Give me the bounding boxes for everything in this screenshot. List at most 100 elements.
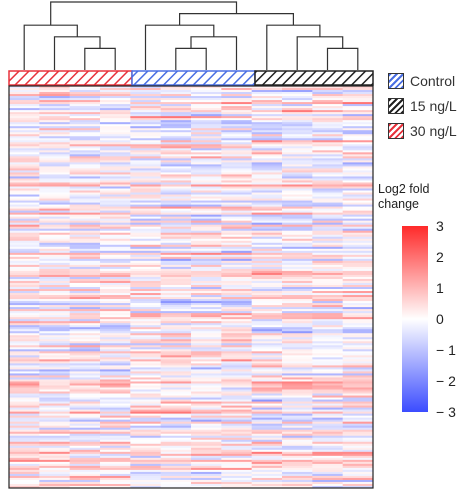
heatmap-cell	[251, 266, 283, 270]
heatmap-cell	[9, 214, 40, 217]
heatmap-cell	[160, 90, 192, 93]
heatmap-cell	[191, 455, 222, 459]
heatmap-cell	[221, 475, 252, 479]
heatmap-cell	[39, 128, 70, 131]
heatmap-cell	[130, 319, 161, 322]
heatmap-cell	[69, 385, 101, 388]
heatmap-cell	[160, 441, 192, 445]
heatmap-cell	[39, 252, 70, 256]
heatmap-cell	[191, 343, 222, 346]
heatmap-cell	[251, 252, 283, 256]
heatmap-cell	[191, 178, 222, 181]
heatmap-cell	[9, 272, 40, 276]
heatmap-cell	[282, 447, 313, 451]
heatmap-cell	[251, 264, 283, 268]
heatmap-cell	[342, 88, 374, 91]
heatmap-cell	[69, 174, 101, 177]
heatmap-cell	[160, 198, 192, 201]
heatmap-cell	[251, 248, 283, 252]
heatmap-cell	[130, 311, 161, 314]
heatmap-cell	[100, 214, 131, 217]
heatmap-cell	[312, 124, 343, 127]
heatmap-cell	[69, 289, 101, 292]
heatmap-cell	[39, 457, 70, 461]
heatmap-cell	[69, 172, 101, 175]
heatmap-cell	[191, 423, 222, 426]
heatmap-cell	[69, 272, 101, 276]
heatmap-cell	[69, 156, 101, 159]
heatmap-cell	[39, 401, 70, 404]
heatmap-cell	[221, 266, 252, 270]
heatmap-cell	[160, 252, 192, 256]
heatmap-cell	[69, 463, 101, 467]
heatmap-cell	[282, 341, 313, 344]
heatmap-cell	[160, 295, 192, 298]
heatmap-cell	[39, 246, 70, 250]
heatmap-cell	[9, 287, 40, 290]
heatmap-cell	[69, 447, 101, 451]
heatmap-cell	[9, 367, 40, 370]
heatmap-cell	[282, 156, 313, 159]
heatmap-cell	[39, 188, 70, 191]
heatmap-cell	[69, 315, 101, 318]
heatmap-cell	[39, 176, 70, 179]
heatmap-cell	[312, 150, 343, 153]
heatmap-cell	[221, 477, 252, 481]
heatmap-cell	[342, 341, 374, 344]
heatmap-cell	[69, 407, 101, 410]
heatmap-cell	[221, 134, 252, 137]
heatmap-cell	[251, 437, 283, 441]
heatmap-cell	[100, 262, 131, 266]
heatmap-cell	[342, 475, 374, 479]
heatmap-cell	[100, 333, 131, 336]
heatmap-cell	[130, 136, 161, 139]
heatmap-cell	[251, 445, 283, 449]
heatmap-cell	[130, 315, 161, 318]
heatmap-cell	[191, 284, 222, 288]
heatmap-cell	[251, 244, 283, 248]
heatmap-cell	[221, 293, 252, 296]
heatmap-cell	[39, 431, 70, 435]
heatmap-cell	[342, 335, 374, 338]
heatmap-cell	[191, 475, 222, 479]
heatmap-cell	[282, 439, 313, 443]
heatmap-cell	[312, 445, 343, 449]
heatmap-cell	[69, 319, 101, 322]
heatmap-cell	[69, 411, 101, 414]
heatmap-cell	[312, 381, 343, 384]
heatmap-cell	[160, 238, 192, 242]
heatmap-cell	[9, 435, 40, 439]
heatmap-cell	[342, 90, 374, 93]
heatmap-cell	[100, 485, 131, 489]
heatmap-cell	[160, 182, 192, 185]
heatmap-cell	[160, 100, 192, 103]
heatmap-cell	[160, 309, 192, 312]
heatmap-cell	[312, 379, 343, 382]
heatmap-cell	[342, 146, 374, 149]
heatmap-cell	[39, 295, 70, 298]
heatmap-cell	[312, 154, 343, 157]
heatmap-cell	[221, 90, 252, 93]
heatmap-cell	[312, 319, 343, 322]
heatmap-cell	[221, 357, 252, 360]
heatmap-cell	[251, 226, 283, 230]
heatmap-cell	[312, 278, 343, 282]
heatmap-cell	[221, 341, 252, 344]
heatmap-cell	[312, 291, 343, 294]
heatmap-cell	[9, 186, 40, 189]
heatmap-cell	[9, 433, 40, 437]
heatmap-cell	[312, 252, 343, 256]
heatmap-cell	[160, 347, 192, 350]
heatmap-cell	[39, 459, 70, 463]
heatmap-cell	[100, 168, 131, 171]
heatmap-cell	[160, 473, 192, 477]
heatmap-cell	[342, 174, 374, 177]
heatmap-cell	[251, 138, 283, 141]
heatmap-cell	[342, 118, 374, 121]
heatmap-cell	[282, 389, 313, 392]
heatmap-cell	[100, 383, 131, 386]
heatmap-cell	[39, 331, 70, 334]
heatmap-cell	[221, 190, 252, 193]
heatmap-cell	[39, 355, 70, 358]
heatmap-cell	[100, 299, 131, 302]
